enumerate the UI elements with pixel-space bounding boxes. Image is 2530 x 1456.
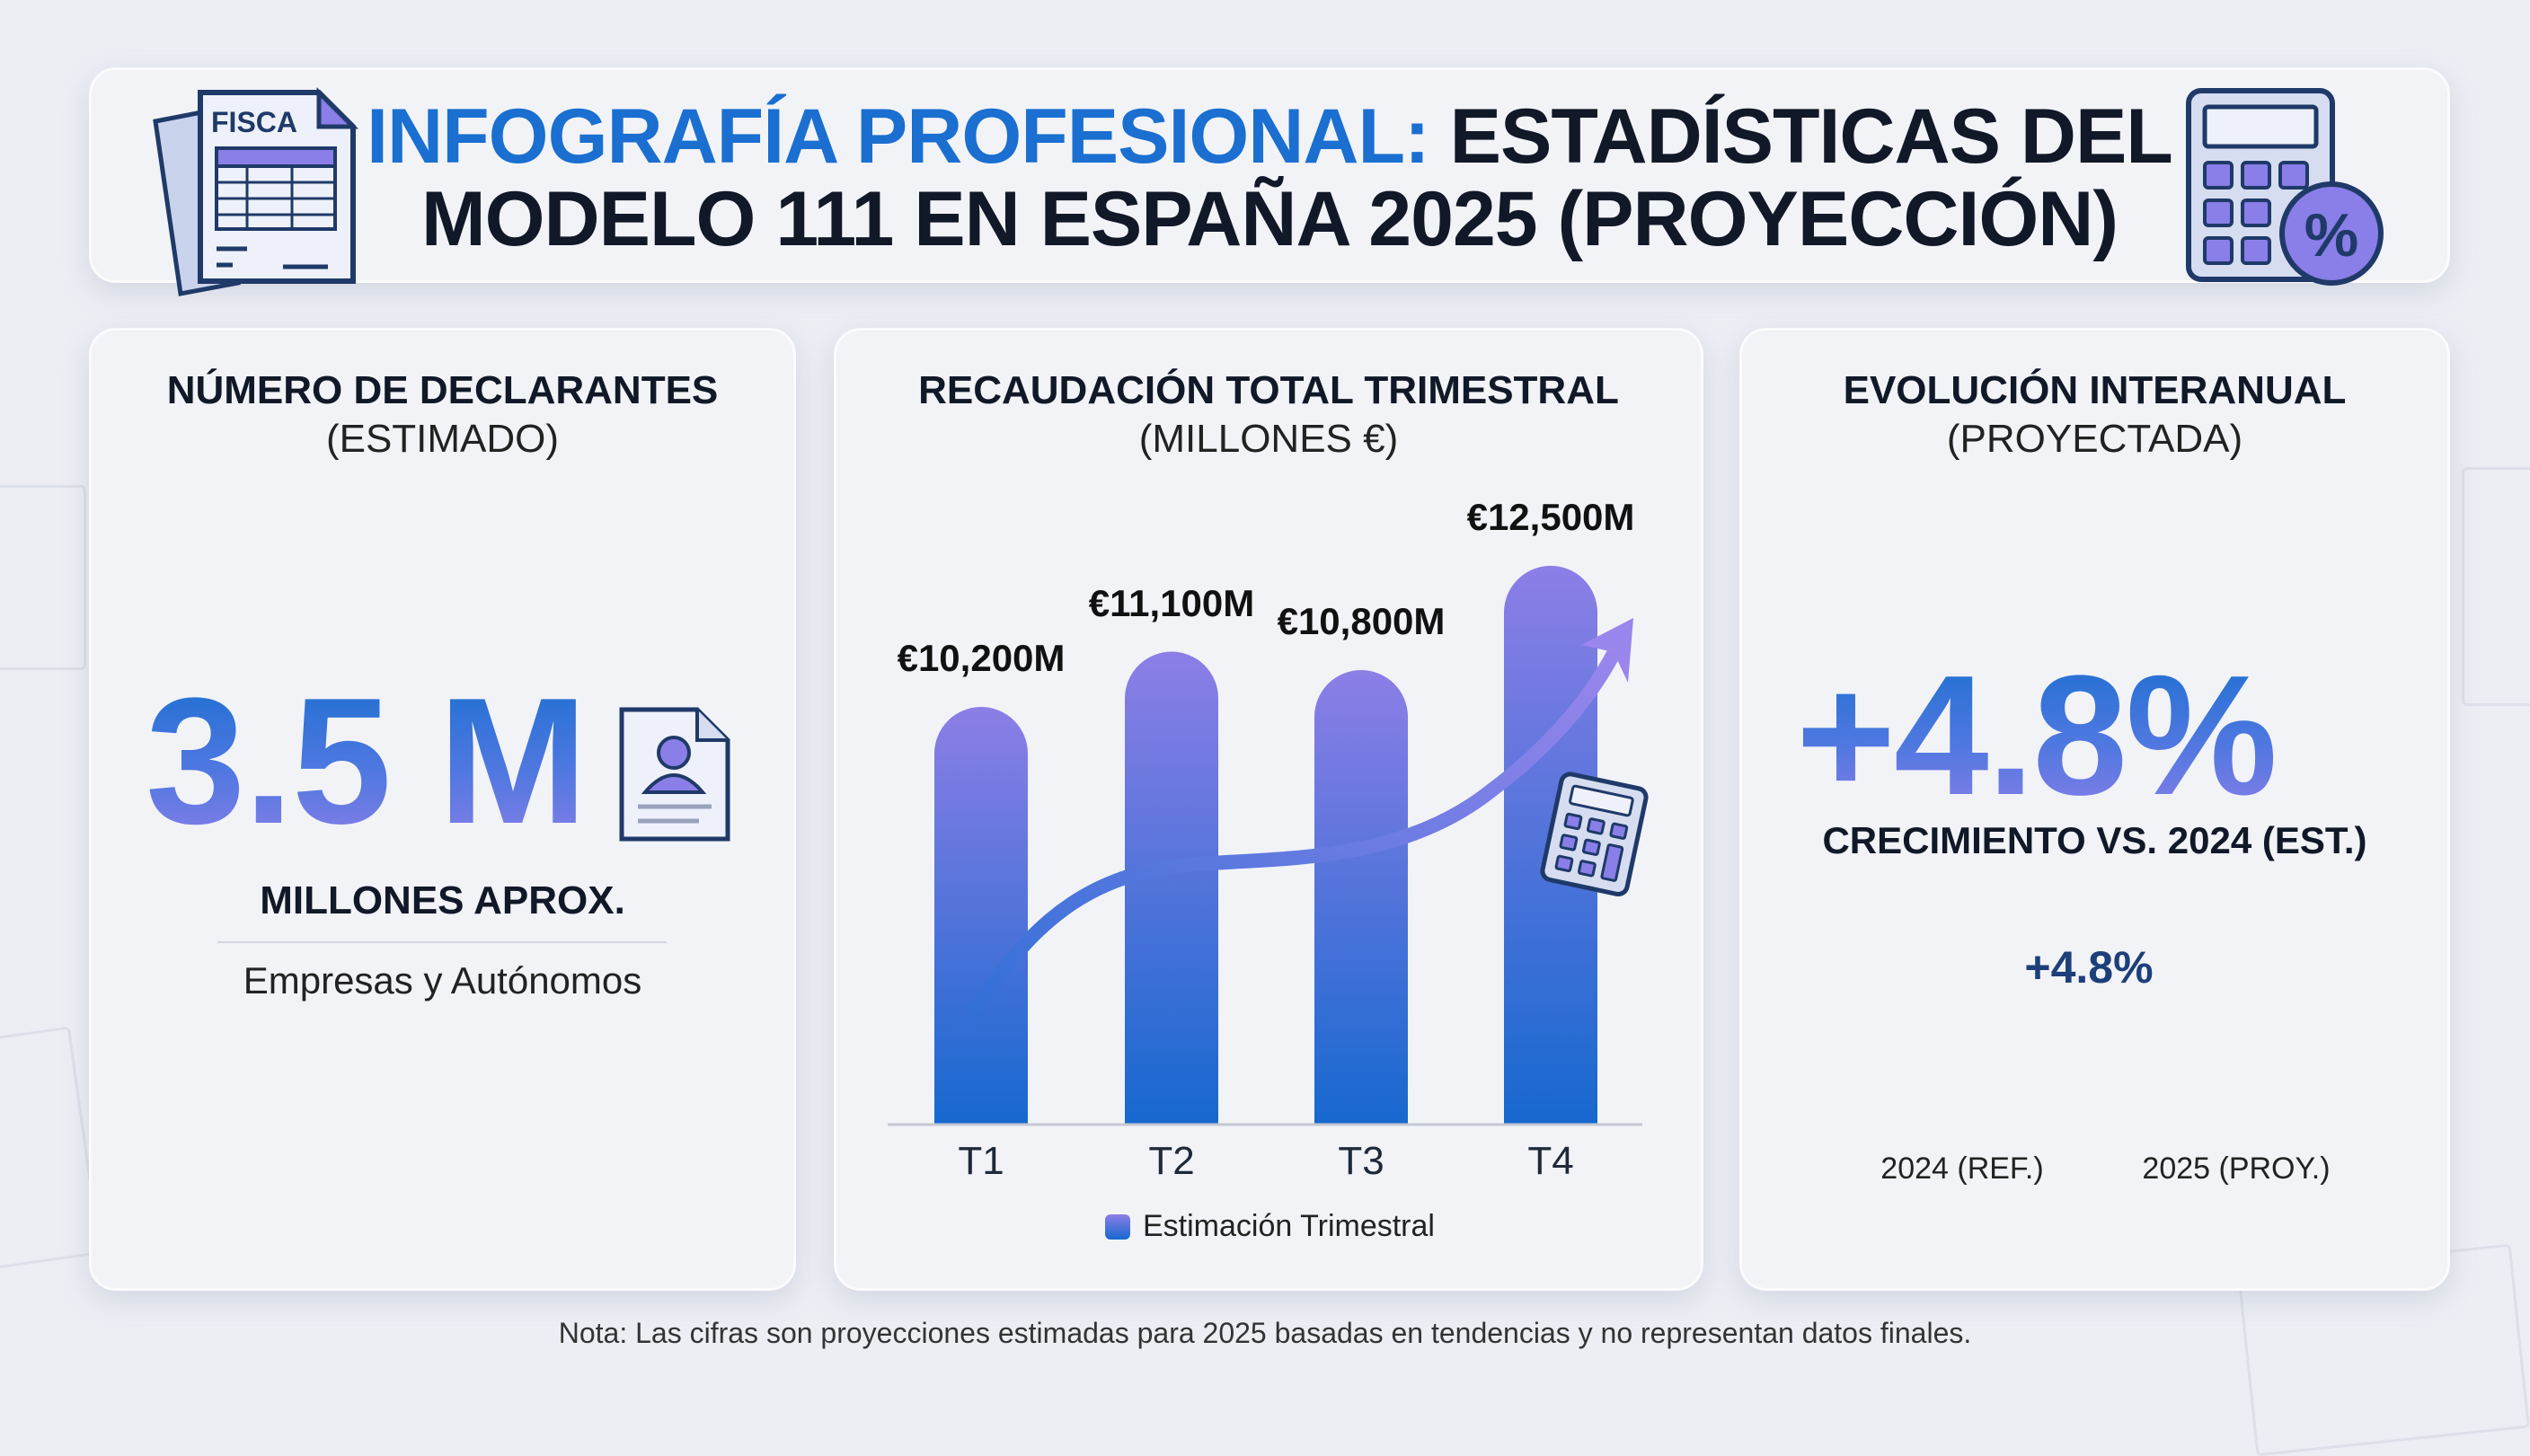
declarantes-description: Empresas y Autónomos bbox=[243, 959, 642, 1002]
trend-arrow bbox=[958, 640, 1624, 1037]
x-tick-label: T3 bbox=[1338, 1139, 1384, 1183]
svg-text:%: % bbox=[2304, 201, 2358, 269]
calculator-percent-icon: % bbox=[2186, 88, 2384, 286]
data-label: €10,800M bbox=[1277, 600, 1446, 643]
data-label: €11,100M bbox=[1088, 581, 1255, 624]
bar-t1 bbox=[934, 707, 1028, 1125]
calculator-icon bbox=[1540, 772, 1649, 896]
x-tick-label: T4 bbox=[1527, 1139, 1574, 1183]
page-title-line2: MODELO 111 EN ESPAÑA 2025 (PROYECCIÓN) bbox=[421, 176, 2119, 262]
data-label: €10,200M bbox=[897, 637, 1066, 679]
header-panel: INFOGRAFÍA PROFESIONAL: ESTADÍSTICAS DEL… bbox=[89, 67, 2450, 283]
growth-caption: CRECIMIENTO VS. 2024 (EST.) bbox=[1822, 819, 2367, 861]
tax-document-icon: FISCA bbox=[153, 86, 359, 296]
evolucion-card: EVOLUCIÓN INTERANUAL (PROYECTADA) +4.8% … bbox=[1739, 328, 2450, 1291]
unit-label: MILLONES APROX. bbox=[260, 878, 625, 922]
x-tick-label: 2025 (PROY.) bbox=[2142, 1152, 2331, 1186]
card-subtitle: (MILLONES €) bbox=[1138, 417, 1399, 461]
title-accent: INFOGRAFÍA PROFESIONAL: bbox=[367, 93, 1430, 180]
declarantes-card: NÚMERO DE DECLARANTES (ESTIMADO) 3.5 M M… bbox=[89, 328, 796, 1291]
svg-text:FISCA: FISCA bbox=[211, 106, 297, 138]
legend-label: Estimación Trimestral bbox=[1143, 1209, 1435, 1243]
background-sheet bbox=[0, 485, 86, 670]
card-subtitle: (ESTIMADO) bbox=[325, 417, 560, 461]
declarantes-value: 3.5 M bbox=[146, 661, 588, 861]
x-tick-label: T2 bbox=[1148, 1139, 1195, 1183]
trend-arrow-head bbox=[1581, 618, 1633, 683]
card-title: EVOLUCIÓN INTERANUAL bbox=[1843, 368, 2347, 412]
growth-value: +4.8% bbox=[1796, 640, 2278, 831]
card-title: NÚMERO DE DECLARANTES bbox=[166, 368, 719, 412]
x-tick-label: 2024 (REF.) bbox=[1880, 1152, 2044, 1186]
card-subtitle: (PROYECTADA) bbox=[1946, 417, 2243, 461]
footnote: Nota: Las cifras son proyecciones estima… bbox=[558, 1317, 1972, 1349]
page-title-line1: INFOGRAFÍA PROFESIONAL: ESTADÍSTICAS DEL bbox=[92, 95, 2447, 178]
x-tick-label: T1 bbox=[958, 1139, 1004, 1183]
bar-t2 bbox=[1125, 651, 1218, 1125]
person-id-card-icon bbox=[619, 707, 730, 842]
legend-swatch bbox=[1105, 1214, 1130, 1240]
data-label: €12,500M bbox=[1466, 495, 1635, 538]
card-title: RECAUDACIÓN TOTAL TRIMESTRAL bbox=[918, 368, 1619, 412]
bar-t3 bbox=[1314, 670, 1408, 1125]
divider bbox=[217, 941, 667, 943]
background-sheet bbox=[2462, 467, 2530, 706]
delta-label: +4.8% bbox=[2024, 942, 2154, 993]
title-rest: ESTADÍSTICAS DEL bbox=[1449, 93, 2173, 180]
